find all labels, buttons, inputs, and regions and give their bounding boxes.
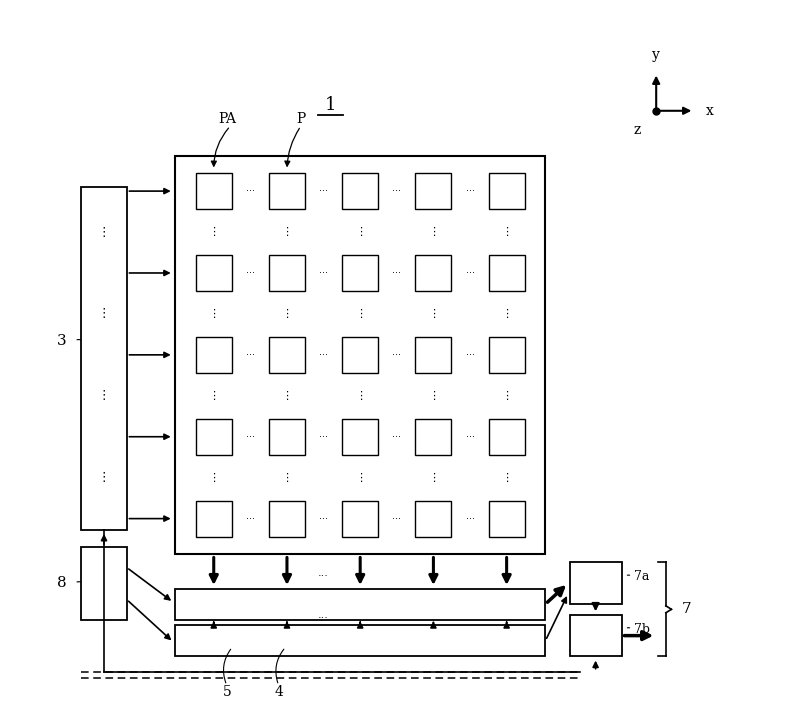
Bar — [196, 255, 232, 291]
Text: ···: ··· — [246, 350, 255, 360]
Bar — [342, 337, 378, 373]
Text: ···: ··· — [466, 350, 474, 360]
Bar — [489, 501, 525, 536]
Text: ⋮: ⋮ — [354, 472, 366, 483]
Text: ···: ··· — [319, 186, 328, 196]
Text: P: P — [296, 112, 306, 126]
Bar — [175, 589, 546, 620]
Text: 4: 4 — [274, 686, 283, 700]
Text: ···: ··· — [319, 268, 328, 278]
Text: ···: ··· — [466, 514, 474, 524]
Bar — [269, 418, 305, 455]
Text: ···: ··· — [466, 186, 474, 196]
Bar — [489, 337, 525, 373]
Bar — [342, 418, 378, 455]
Text: ···: ··· — [319, 514, 328, 524]
Text: ⋮: ⋮ — [282, 390, 293, 401]
Bar — [489, 255, 525, 291]
Bar — [269, 337, 305, 373]
Text: z: z — [634, 123, 641, 137]
Text: ⋮: ⋮ — [208, 390, 219, 401]
Bar — [415, 173, 451, 209]
Text: ···: ··· — [318, 571, 329, 581]
Text: 7: 7 — [682, 602, 691, 616]
Bar — [415, 418, 451, 455]
Text: ···: ··· — [392, 350, 402, 360]
Text: ···: ··· — [466, 268, 474, 278]
Text: ⋮: ⋮ — [501, 390, 512, 401]
Bar — [570, 562, 622, 604]
Bar — [489, 173, 525, 209]
Text: ⋮: ⋮ — [208, 227, 219, 237]
Bar — [269, 255, 305, 291]
Text: 1: 1 — [325, 96, 336, 114]
Text: ⋮: ⋮ — [98, 471, 110, 484]
Text: ⋮: ⋮ — [98, 308, 110, 320]
Text: ⋮: ⋮ — [98, 389, 110, 402]
Bar — [196, 337, 232, 373]
Text: ···: ··· — [466, 432, 474, 442]
Bar — [269, 501, 305, 536]
Bar — [342, 501, 378, 536]
Text: ⋮: ⋮ — [428, 227, 439, 237]
Text: PA: PA — [218, 112, 236, 126]
Text: ···: ··· — [246, 432, 255, 442]
Bar — [196, 418, 232, 455]
Text: 8: 8 — [58, 576, 67, 590]
Text: ···: ··· — [319, 432, 328, 442]
Text: ···: ··· — [392, 514, 402, 524]
Bar — [415, 255, 451, 291]
Bar — [269, 173, 305, 209]
Text: ···: ··· — [392, 186, 402, 196]
Text: ⋮: ⋮ — [208, 309, 219, 319]
Text: ···: ··· — [392, 432, 402, 442]
Text: 5: 5 — [222, 686, 231, 700]
Bar — [175, 156, 546, 554]
Bar — [415, 501, 451, 536]
Text: ⋮: ⋮ — [354, 309, 366, 319]
Bar — [415, 337, 451, 373]
Bar — [342, 173, 378, 209]
Text: ···: ··· — [246, 514, 255, 524]
Text: 7a: 7a — [634, 571, 650, 583]
Text: ⋮: ⋮ — [282, 472, 293, 483]
Text: ⋮: ⋮ — [501, 472, 512, 483]
Text: ⋮: ⋮ — [428, 472, 439, 483]
Text: ⋮: ⋮ — [354, 227, 366, 237]
Bar — [570, 615, 622, 656]
Text: ⋮: ⋮ — [501, 227, 512, 237]
Bar — [342, 255, 378, 291]
Text: ···: ··· — [392, 268, 402, 278]
Bar — [196, 501, 232, 536]
Text: y: y — [652, 48, 660, 62]
Text: ⋮: ⋮ — [282, 227, 293, 237]
Text: ···: ··· — [246, 186, 255, 196]
Text: ···: ··· — [318, 613, 329, 623]
Text: ···: ··· — [246, 268, 255, 278]
Text: ···: ··· — [319, 350, 328, 360]
Text: 3: 3 — [58, 334, 67, 348]
Text: ⋮: ⋮ — [282, 309, 293, 319]
Text: ⋮: ⋮ — [98, 226, 110, 238]
Text: ⋮: ⋮ — [208, 472, 219, 483]
Bar — [175, 625, 546, 656]
Text: ⋮: ⋮ — [354, 390, 366, 401]
Bar — [82, 187, 126, 530]
Text: ⋮: ⋮ — [428, 390, 439, 401]
Text: 7b: 7b — [634, 623, 650, 636]
Bar — [82, 547, 126, 620]
Bar — [196, 173, 232, 209]
Bar — [489, 418, 525, 455]
Text: ⋮: ⋮ — [428, 309, 439, 319]
Text: ⋮: ⋮ — [501, 309, 512, 319]
Text: x: x — [706, 104, 714, 118]
